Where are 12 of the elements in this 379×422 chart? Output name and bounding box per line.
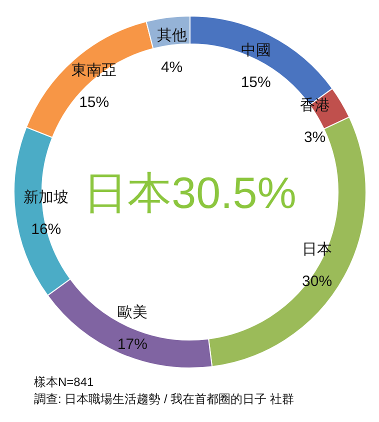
slice-label: 東南亞 bbox=[72, 62, 117, 80]
slice-label: 其他 bbox=[156, 27, 187, 44]
text: 樣本N=841 bbox=[34, 375, 94, 389]
data-label: 17% bbox=[117, 336, 148, 354]
data-label: 3% bbox=[304, 129, 326, 146]
data-label: 15% bbox=[79, 94, 110, 112]
text: 日本30.5% bbox=[84, 169, 296, 218]
text: 調查: 日本職場生活趨勢 / 我在首都圈的日子 社群 bbox=[34, 392, 294, 406]
slice-label: 中國 bbox=[240, 42, 271, 59]
slice-label: 歐美 bbox=[117, 304, 148, 322]
data-label: 15% bbox=[240, 74, 271, 91]
data-label: 4% bbox=[160, 59, 183, 76]
